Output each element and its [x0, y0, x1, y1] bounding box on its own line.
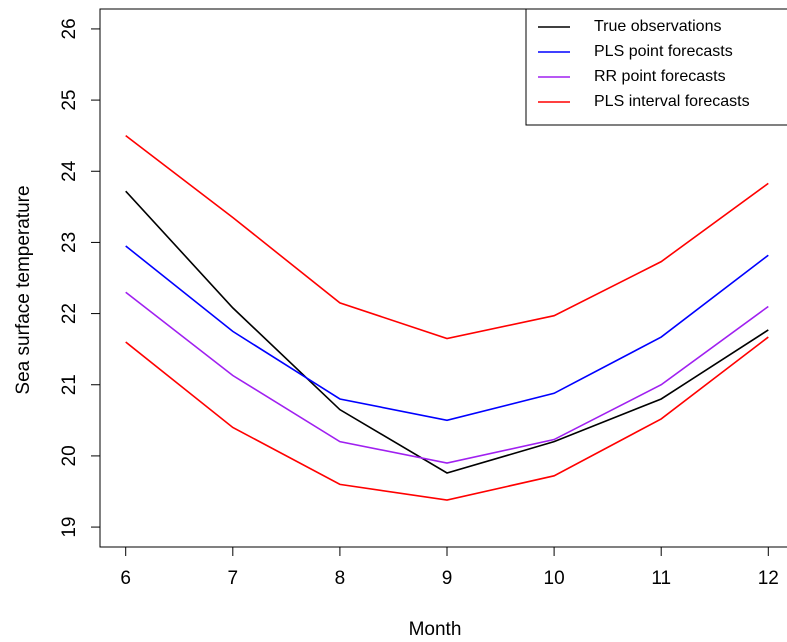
x-tick-label: 7: [228, 568, 239, 589]
x-tick-label: 10: [544, 568, 565, 589]
x-tick-label: 6: [120, 568, 131, 589]
series-line: [125, 135, 769, 340]
legend-label: RR point forecasts: [594, 68, 726, 85]
y-tick-label: 25: [59, 90, 80, 111]
y-tick-label: 19: [59, 517, 80, 538]
y-axis-label: Sea surface temperature: [13, 185, 34, 394]
series-line: [125, 190, 769, 474]
y-tick-label: 20: [59, 445, 80, 466]
series-line: [125, 336, 769, 501]
x-tick-label: 9: [442, 568, 453, 589]
x-tick-label: 12: [758, 568, 779, 589]
legend-label: PLS point forecasts: [594, 43, 733, 60]
series-line: [125, 291, 769, 464]
y-tick-label: 23: [59, 232, 80, 253]
y-tick-label: 21: [59, 374, 80, 395]
legend-box: [525, 8, 787, 126]
x-tick-label: 11: [651, 568, 671, 589]
legend-label: True observations: [594, 18, 721, 35]
legend-label: PLS interval forecasts: [594, 93, 750, 110]
y-tick-label: 26: [59, 18, 80, 39]
x-tick-label: 8: [335, 568, 346, 589]
series-line: [125, 245, 769, 422]
y-tick-label: 22: [59, 303, 80, 324]
x-axis-label: Month: [409, 619, 462, 640]
y-tick-label: 24: [59, 160, 80, 182]
